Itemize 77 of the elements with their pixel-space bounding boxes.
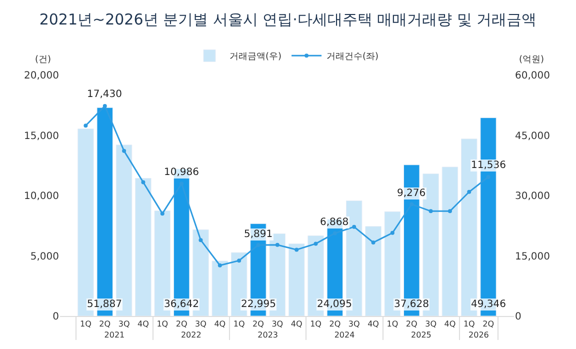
x-tick-label: 2Q xyxy=(482,320,494,329)
y2-tick-label: 45,000 xyxy=(515,130,550,142)
point xyxy=(294,248,299,252)
x-tick-label: 3Q xyxy=(272,320,284,329)
y-tick-label: 15,000 xyxy=(24,130,59,142)
x-tick-label: 2Q xyxy=(406,320,418,329)
point xyxy=(467,190,472,194)
x-tick-label: 4Q xyxy=(444,320,456,329)
point xyxy=(160,212,164,216)
text: 2022 xyxy=(180,330,202,340)
data-label: 36,642 xyxy=(164,299,199,310)
text: 2024 xyxy=(334,330,355,340)
point xyxy=(84,124,88,128)
data-label: 51,887 xyxy=(87,299,122,310)
point xyxy=(122,148,126,153)
bar xyxy=(212,260,228,316)
data-label: 9,276 xyxy=(397,188,426,199)
legend-label: 거래금액(우) xyxy=(230,52,282,62)
y2-tick-label: 60,000 xyxy=(515,70,550,82)
point xyxy=(352,224,356,229)
y-tick-label: 0 xyxy=(52,312,59,322)
point xyxy=(237,258,242,263)
legend-label: 거래건수(좌) xyxy=(326,52,379,62)
x-tick-label: 3Q xyxy=(425,320,436,329)
point xyxy=(371,240,376,244)
point xyxy=(218,263,222,268)
x-tick-label: 1Q xyxy=(386,320,398,329)
data-label: 22,995 xyxy=(241,299,276,310)
data-label: 17,430 xyxy=(87,89,122,100)
chart-title: 2021년~2026년 분기별 서울시 연립·다세대주택 매매거래량 및 거래금액 xyxy=(39,10,537,28)
x-tick-label: 2Q xyxy=(99,320,111,329)
y-tick-label: 20,000 xyxy=(24,70,59,82)
data-label: 10,986 xyxy=(164,167,199,178)
y-tick-label: 5,000 xyxy=(30,251,59,262)
data-label: 6,868 xyxy=(320,217,349,228)
point xyxy=(198,238,203,242)
x-tick-label: 1Q xyxy=(80,320,92,329)
bar xyxy=(442,166,458,316)
x-tick-label: 4Q xyxy=(138,320,149,329)
x-tick-label: 1Q xyxy=(156,320,168,329)
x-tick-label: 4Q xyxy=(214,320,226,329)
x-tick-label: 1Q xyxy=(233,320,245,329)
point xyxy=(141,180,146,184)
x-tick-label: 1Q xyxy=(463,320,475,329)
x-tick-label: 3Q xyxy=(348,320,360,329)
data-label: 5,891 xyxy=(244,229,273,240)
y2-tick-label: 30,000 xyxy=(515,191,550,202)
data-label: 49,346 xyxy=(471,299,506,310)
text: 2023 xyxy=(258,330,278,340)
x-tick-label: 1Q xyxy=(310,320,322,329)
y-axis-title: (건) xyxy=(35,55,52,65)
point xyxy=(275,242,280,247)
x-tick-label: 2Q xyxy=(252,320,264,329)
text: 2025 xyxy=(411,330,432,340)
point xyxy=(428,209,433,214)
data-label: 24,095 xyxy=(317,299,352,310)
data-label: 11,536 xyxy=(471,160,506,171)
data-label: 37,628 xyxy=(394,299,429,310)
y2-tick-label: 0 xyxy=(515,312,522,322)
point xyxy=(102,104,107,108)
x-tick-label: 3Q xyxy=(195,320,206,329)
point xyxy=(390,230,394,235)
bar xyxy=(288,243,305,316)
text: 2021 xyxy=(104,330,125,340)
text: 2026 xyxy=(468,330,489,340)
y2-tick-label: 15,000 xyxy=(515,251,550,262)
bar xyxy=(135,178,152,316)
x-tick-label: 4Q xyxy=(368,320,379,329)
x-tick-label: 2Q xyxy=(329,320,341,329)
x-tick-label: 4Q xyxy=(290,320,302,329)
point xyxy=(448,209,452,214)
y2-axis-title: (억원) xyxy=(519,55,544,65)
x-tick-label: 2Q xyxy=(176,320,188,329)
y-tick-label: 10,000 xyxy=(24,191,59,202)
point xyxy=(314,242,318,246)
x-tick-label: 3Q xyxy=(118,320,130,329)
bar xyxy=(365,226,382,316)
